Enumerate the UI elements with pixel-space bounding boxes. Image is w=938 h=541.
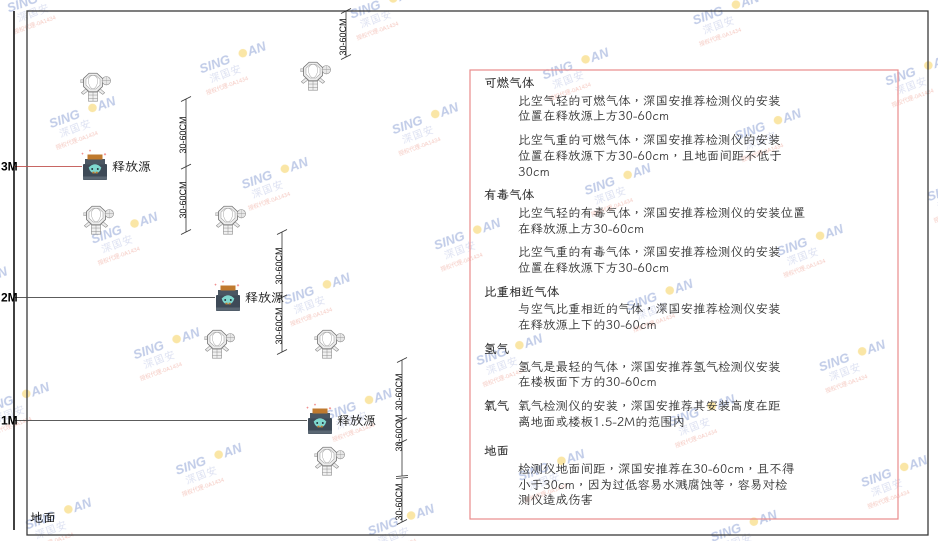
svg-text:30-60CM: 30-60CM <box>338 18 348 55</box>
svg-text:1M: 1M <box>1 413 18 427</box>
svg-text:30-60CM: 30-60CM <box>274 307 284 344</box>
svg-text:30-60CM: 30-60CM <box>394 414 404 451</box>
svg-text:3M: 3M <box>1 160 18 174</box>
svg-text:2M: 2M <box>1 290 18 304</box>
svg-text:地面: 地面 <box>30 509 56 526</box>
svg-text:30-60CM: 30-60CM <box>394 373 404 410</box>
svg-text:30-60CM: 30-60CM <box>178 181 188 218</box>
svg-text:释放源: 释放源 <box>112 158 151 175</box>
svg-text:30-60CM: 30-60CM <box>274 247 284 284</box>
svg-text:释放源: 释放源 <box>245 289 284 306</box>
svg-text:30-60CM: 30-60CM <box>394 483 404 520</box>
svg-text:30-60CM: 30-60CM <box>178 116 188 153</box>
svg-text:释放源: 释放源 <box>337 412 376 429</box>
